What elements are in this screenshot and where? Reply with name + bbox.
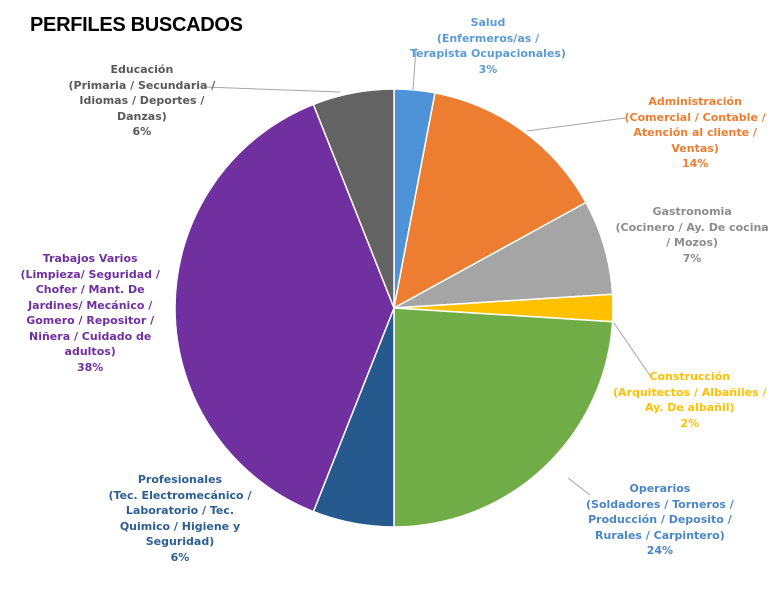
- slice-label-name-0: Salud (Enfermeros/as / Terapista Ocupaci…: [410, 16, 566, 60]
- leader-line-0: [412, 47, 417, 91]
- pie-slice-4: [393, 307, 614, 528]
- leader-line-3: [613, 322, 652, 378]
- slice-label-value-4: 24%: [646, 544, 674, 557]
- slice-label-name-1: Administración (Comercial / Contable / A…: [624, 95, 766, 155]
- slice-label-value-2: 7%: [682, 251, 702, 265]
- slice-label-5: Profesionales (Tec. Electromecánico / La…: [109, 472, 252, 565]
- slice-label-name-5: Profesionales (Tec. Electromecánico / La…: [108, 473, 252, 548]
- slice-label-value-1: 14%: [681, 157, 709, 170]
- slice-label-3: Construcción (Arquitectos / Albañiles / …: [613, 369, 767, 431]
- slice-label-name-4: Operarios (Soldadores / Torneros / Produ…: [586, 482, 734, 542]
- pie-slice-6: [174, 103, 395, 513]
- leader-line-1: [526, 117, 626, 132]
- slice-label-0: Salud (Enfermeros/as / Terapista Ocupaci…: [410, 15, 566, 77]
- slice-label-name-3: Construcción (Arquitectos / Albañiles / …: [613, 370, 767, 414]
- slice-label-4: Operarios (Soldadores / Torneros / Produ…: [586, 481, 734, 559]
- slice-label-value-7: 6%: [132, 125, 152, 138]
- pie-slice-7: [312, 88, 395, 309]
- slice-label-value-5: 6%: [170, 550, 190, 564]
- slice-label-name-6: Trabajos Varios (Limpieza/ Seguridad / C…: [20, 252, 160, 358]
- leader-line-7: [204, 86, 341, 93]
- slice-label-2: Gastronomia (Cocinero / Ay. De cocina / …: [616, 204, 769, 266]
- slice-label-value-0: 3%: [478, 62, 498, 76]
- leader-line-4: [567, 477, 591, 496]
- slice-label-name-7: Educación (Primaria / Secundaria / Idiom…: [68, 63, 216, 123]
- slice-label-6: Trabajos Varios (Limpieza/ Seguridad / C…: [21, 251, 160, 375]
- slice-label-1: Administración (Comercial / Contable / A…: [625, 94, 766, 172]
- slice-label-name-2: Gastronomia (Cocinero / Ay. De cocina / …: [615, 205, 769, 249]
- pie-slice-1: [392, 92, 587, 310]
- slice-label-value-3: 2%: [680, 416, 700, 430]
- slice-label-value-6: 38%: [77, 360, 104, 374]
- slice-label-7: Educación (Primaria / Secundaria / Idiom…: [69, 62, 216, 140]
- chart-title: PERFILES BUSCADOS: [30, 14, 243, 36]
